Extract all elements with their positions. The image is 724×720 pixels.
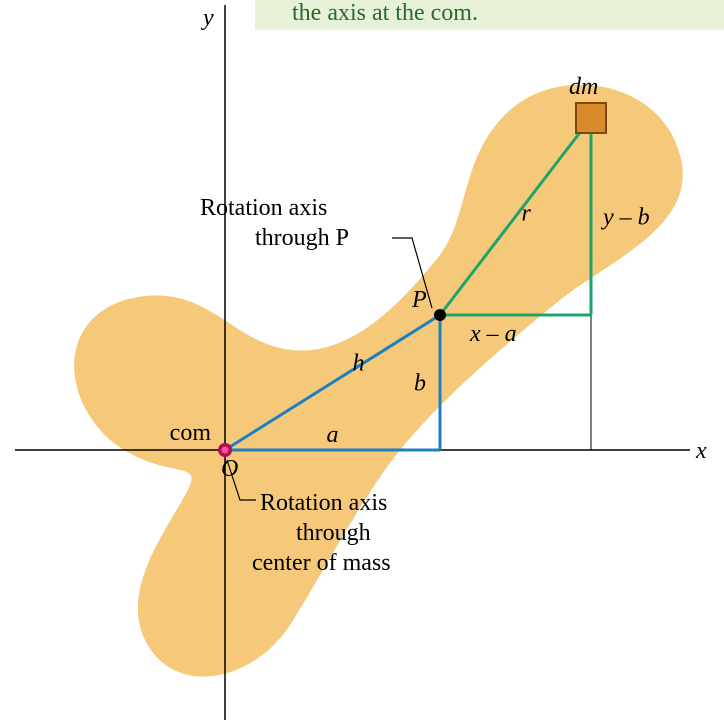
point-p	[434, 309, 446, 321]
annot-through-p-line1: Rotation axis	[200, 195, 327, 221]
a-label: a	[327, 422, 339, 448]
point-com-inner	[222, 447, 229, 454]
x-axis-label: x	[695, 438, 707, 464]
banner-text: the axis at the com.	[292, 0, 478, 26]
annot-through-com-line2: through	[296, 520, 371, 546]
annot-through-p-line2: through P	[255, 225, 349, 251]
h-label: h	[353, 351, 365, 377]
annot-through-com-line1: Rotation axis	[260, 490, 387, 516]
dm-label: dm	[569, 74, 598, 100]
parallel-axis-diagram: the axis at the com. x y O a b h r x – a…	[0, 0, 724, 720]
y-axis-label: y	[201, 5, 214, 31]
dm-element	[576, 103, 606, 133]
p-label: P	[411, 287, 427, 313]
com-label: com	[170, 420, 212, 446]
annot-through-com-line3: center of mass	[252, 550, 391, 576]
b-label: b	[414, 371, 426, 397]
r-label: r	[522, 201, 532, 227]
xa-label: x – a	[469, 321, 517, 347]
yb-label: y – b	[601, 205, 650, 231]
